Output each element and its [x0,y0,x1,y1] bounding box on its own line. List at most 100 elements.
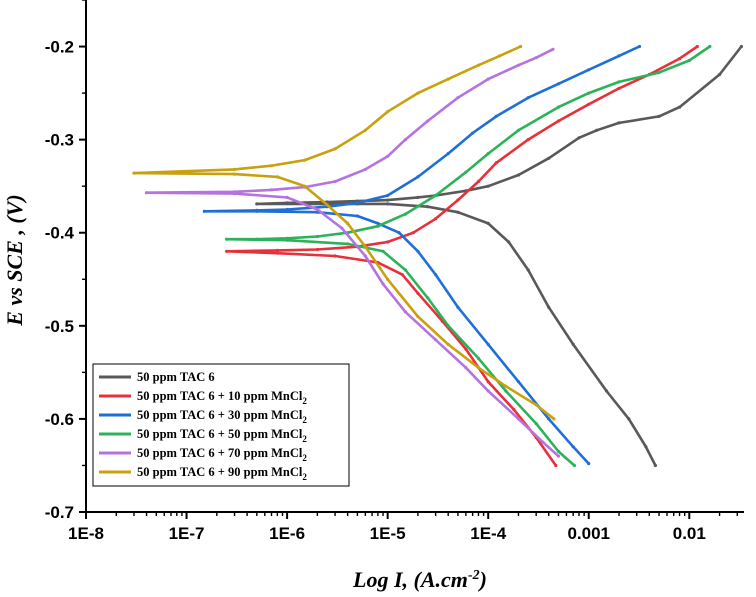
series-3-point [456,305,460,309]
series-5-point [144,191,149,195]
series-5-point [340,226,344,230]
series-2-point [486,380,490,384]
series-6-point [416,91,420,95]
series-4-point [376,224,380,228]
series-2-point [275,248,279,252]
series-4-point [587,91,591,95]
series-6-point [386,110,390,114]
series-2-point [434,217,438,221]
legend: 50 ppm TAC 6 50 ppm TAC 6 + 10 ppm MnCl2 5… [92,363,350,487]
series-3-point [416,249,420,253]
series-5-point [464,366,468,370]
series-3-point [486,342,490,346]
x-tick-label: 1E-4 [470,524,506,543]
series-5-point [363,167,367,171]
series-2-point [554,463,558,468]
series-2-point [225,249,229,253]
legend-label-6: 50 ppm TAC 6 + 90 ppm MnCl2 [137,465,307,482]
series-5-point [516,63,521,67]
series-6-point [269,164,274,168]
series-1-point [486,184,490,188]
series-1-point [718,72,722,77]
y-axis-title: E vs SCE , (V) [2,194,27,326]
series-2-point [315,247,319,252]
series-6-point [303,158,307,162]
axes-layer: 1E-8 1E-7 1E-6 1E-5 1E-4 0.001 0.01 -0.7 -0.6 -0.… [45,0,744,543]
series-6-point [386,277,390,281]
series-4-point [657,71,661,75]
series-3-point [617,54,621,58]
series-2-point [556,119,561,123]
series-6-point [476,366,481,370]
series-3-point [285,207,289,212]
series-4-point [403,212,407,216]
series-3-point [386,193,390,198]
series-1-point [617,121,621,125]
series-2-point [464,347,468,351]
series-2-point [587,102,591,106]
series-2-point [494,161,498,165]
series-1-point [516,173,521,177]
series-6-point [498,54,502,58]
y-tick-label: -0.6 [45,410,74,429]
series-4-point [556,449,561,454]
series-4-point [225,237,229,241]
series-6-point [446,77,450,81]
series-1-point [285,201,289,205]
series-1-point [386,198,390,202]
series-6-point [346,221,350,225]
series-5-point [386,154,390,158]
series-5-point [486,77,490,81]
series-1-point [739,44,744,49]
series-4-point [381,249,385,253]
x-axis-title-exponent: -2 [468,568,480,583]
series-1-point [627,417,631,421]
series-4-point [617,80,621,84]
y-tick-label: -0.2 [45,38,74,57]
series-2-point [678,57,682,61]
series-3-point [637,44,642,49]
series-6-point [232,167,237,171]
series-line-1 [255,45,743,467]
series-3-point [434,273,438,277]
x-tick-label: 1E-6 [269,524,305,543]
series-line-2 [225,45,699,467]
series-4-point [687,58,691,63]
series-4-point [534,422,538,426]
series-5-point [403,138,407,142]
series-5-point [381,282,385,286]
series-2-point [695,44,699,49]
series-6-point [552,417,556,421]
series-1-point [571,342,575,346]
legend-label-3: 50 ppm TAC 6 + 30 ppm MnCl2 [137,408,307,425]
x-tick-label: 0.01 [673,524,706,543]
series-4-point [426,296,430,300]
series-4-point [346,242,350,246]
series-3-point [587,462,591,466]
series-2-point [275,251,279,255]
series-2-point [411,231,415,235]
x-tick-label: 1E-5 [370,524,406,543]
legend-box [92,363,350,487]
series-6-point [363,245,367,249]
series-3-point [446,152,450,156]
series-6-point [534,403,538,407]
series-5-point [434,338,438,342]
series-5-point [285,195,289,199]
series-1-point [486,221,490,225]
series-1-point [416,195,420,199]
series-2-point [476,179,481,184]
series-5-point [534,56,538,60]
series-4-point [486,152,490,156]
x-axis-title: Log I, (A.cm-2) [352,567,487,592]
series-3-point [397,231,401,235]
series-line-3 [203,45,641,465]
series-3-point [571,445,575,449]
y-tick-label: -0.4 [45,224,75,243]
series-5-point [516,417,521,421]
series-2-point [512,408,516,412]
series-5-point [333,179,337,184]
series-1-point [255,202,259,206]
series-1-point [653,463,658,468]
